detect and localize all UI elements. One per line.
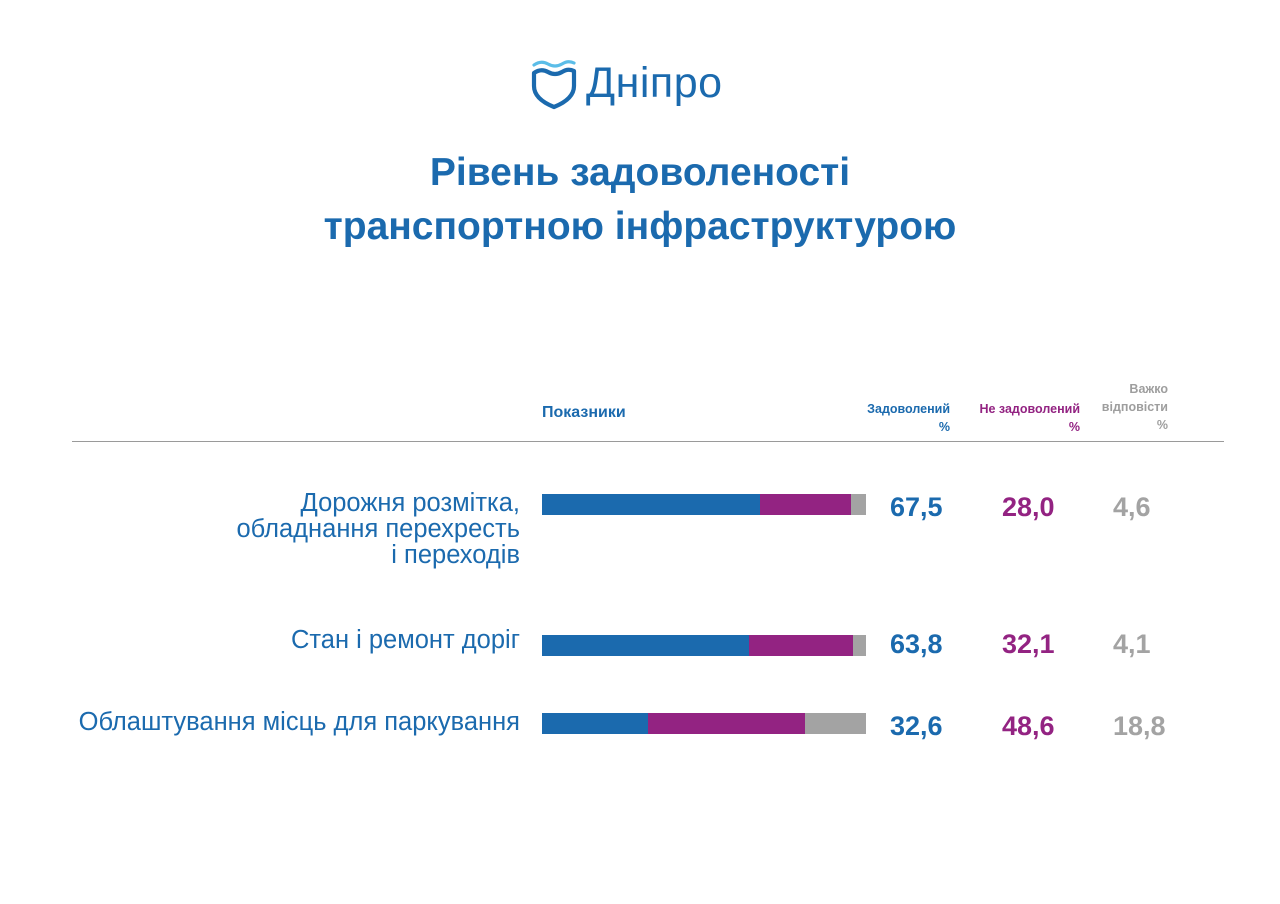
legend-hard-to-say-unit: % [1156,418,1168,432]
bar-segment-satisfied [542,494,760,515]
legend-unsatisfied: Не задоволений % [930,400,1080,436]
bar-segment-unsatisfied [749,635,853,656]
brand-logo: Дніпро [528,56,723,110]
legend-satisfied-name: Задоволений [867,402,950,416]
shield-icon [531,60,577,110]
brand-name: Дніпро [586,58,723,107]
legend-unsatisfied-unit: % [1068,420,1080,434]
category-label-line: обладнання перехресть [236,515,520,543]
value-hard-to-say: 4,6 [1113,492,1151,522]
stacked-bar-road-marking [542,494,866,515]
stacked-bar-road-condition [542,635,866,656]
category-label-line: і переходів [391,541,520,569]
category-label-parking: Облаштування місць для паркування [0,709,520,735]
bar-segment-unsatisfied [648,713,805,734]
value-hard-to-say: 18,8 [1113,711,1166,741]
value-satisfied: 67,5 [890,492,943,522]
legend-hard-to-say-line-1: Важко [1129,382,1168,396]
page-title-line-1: Рівень задоволеності [429,151,851,194]
legend-satisfied-unit: % [938,420,950,434]
value-satisfied: 63,8 [890,629,943,659]
stacked-bar-parking [542,713,866,734]
category-label-line: Облаштування місць для паркування [78,708,520,736]
bar-segment-unsatisfied [760,494,851,515]
category-label-road-condition: Стан і ремонт доріг [0,627,520,653]
category-label-road-marking: Дорожня розмітка, обладнання перехресть … [0,490,520,568]
category-header: Показники [542,404,626,421]
header-divider [72,441,1224,442]
value-unsatisfied: 48,6 [1002,711,1055,741]
bar-segment-hard-to-say [851,494,866,515]
value-satisfied: 32,6 [890,711,943,741]
category-label-line: Дорожня розмітка, [300,489,520,517]
bar-segment-satisfied [542,635,749,656]
value-hard-to-say: 4,1 [1113,629,1151,659]
bar-segment-satisfied [542,713,648,734]
value-unsatisfied: 32,1 [1002,629,1055,659]
page-title: Рівень задоволеності транспортною інфрас… [0,146,1280,254]
page-title-line-2: транспортною інфраструктурою [323,205,957,248]
category-label-line: Стан і ремонт доріг [290,626,520,654]
value-unsatisfied: 28,0 [1002,492,1055,522]
legend-hard-to-say-line-2: відповісти [1101,400,1168,414]
bar-segment-hard-to-say [805,713,866,734]
legend-satisfied: Задоволений % [820,400,950,436]
legend-hard-to-say: Важко відповісти % [1060,380,1168,434]
legend-unsatisfied-name: Не задоволений [979,402,1080,416]
bar-segment-hard-to-say [853,635,866,656]
